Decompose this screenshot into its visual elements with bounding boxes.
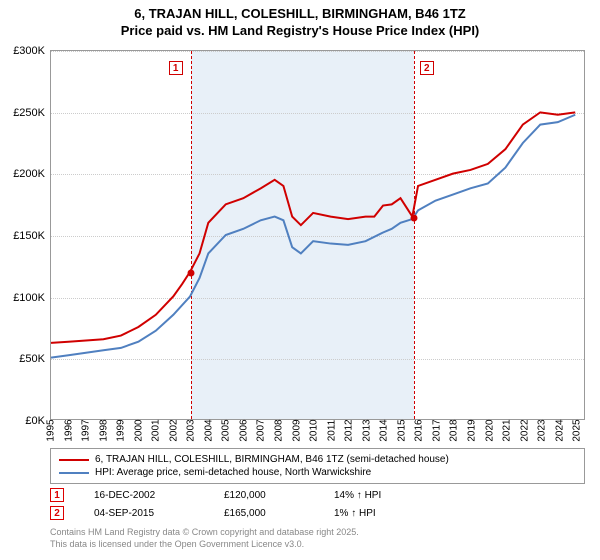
event-price: £165,000 <box>224 508 304 519</box>
event-price: £120,000 <box>224 490 304 501</box>
y-axis-label: £150K <box>13 230 45 242</box>
event-pct: 14% ↑ HPI <box>334 490 414 501</box>
x-axis-label: 1999 <box>116 419 127 441</box>
events-table: 1 16-DEC-2002 £120,000 14% ↑ HPI 2 04-SEP-201… <box>50 486 585 522</box>
legend-box: 6, TRAJAN HILL, COLESHILL, BIRMINGHAM, B… <box>50 448 585 484</box>
x-axis-label: 2007 <box>256 419 267 441</box>
event-row: 1 16-DEC-2002 £120,000 14% ↑ HPI <box>50 486 585 504</box>
attribution-text: Contains HM Land Registry data © Crown c… <box>50 527 585 550</box>
event-pct: 1% ↑ HPI <box>334 508 414 519</box>
chart-title: 6, TRAJAN HILL, COLESHILL, BIRMINGHAM, B… <box>0 0 600 40</box>
chart-plot-area: £0K£50K£100K£150K£200K£250K£300K19951996… <box>50 50 585 420</box>
x-axis-label: 2012 <box>344 419 355 441</box>
x-axis-label: 2006 <box>238 419 249 441</box>
attribution-line-1: Contains HM Land Registry data © Crown c… <box>50 527 585 539</box>
attribution-line-2: This data is licensed under the Open Gov… <box>50 539 585 551</box>
x-axis-label: 2018 <box>449 419 460 441</box>
x-axis-label: 2001 <box>151 419 162 441</box>
x-axis-label: 2004 <box>203 419 214 441</box>
x-axis-label: 2000 <box>133 419 144 441</box>
x-axis-label: 2008 <box>274 419 285 441</box>
x-axis-label: 2020 <box>484 419 495 441</box>
x-axis-label: 2009 <box>291 419 302 441</box>
x-axis-label: 1997 <box>81 419 92 441</box>
x-axis-label: 1996 <box>63 419 74 441</box>
legend-item: 6, TRAJAN HILL, COLESHILL, BIRMINGHAM, B… <box>59 453 576 466</box>
x-axis-label: 2005 <box>221 419 232 441</box>
y-axis-label: £300K <box>13 45 45 57</box>
event-row: 2 04-SEP-2015 £165,000 1% ↑ HPI <box>50 504 585 522</box>
event-dot <box>187 270 194 277</box>
title-line-2: Price paid vs. HM Land Registry's House … <box>0 23 600 40</box>
legend-label: HPI: Average price, semi-detached house,… <box>95 467 371 478</box>
x-axis-label: 2010 <box>309 419 320 441</box>
x-axis-label: 2013 <box>361 419 372 441</box>
event-date: 16-DEC-2002 <box>94 490 194 501</box>
x-axis-label: 1995 <box>46 419 57 441</box>
legend-swatch <box>59 472 89 474</box>
y-axis-label: £100K <box>13 292 45 304</box>
x-axis-label: 2019 <box>466 419 477 441</box>
event-dot <box>410 214 417 221</box>
x-axis-label: 2022 <box>519 419 530 441</box>
x-axis-label: 2023 <box>537 419 548 441</box>
x-axis-label: 2003 <box>186 419 197 441</box>
x-axis-label: 2011 <box>326 420 337 442</box>
series-lines <box>51 51 584 419</box>
title-line-1: 6, TRAJAN HILL, COLESHILL, BIRMINGHAM, B… <box>0 6 600 23</box>
y-axis-label: £250K <box>13 107 45 119</box>
x-axis-label: 2021 <box>502 419 513 441</box>
x-axis-label: 2002 <box>168 419 179 441</box>
legend-swatch <box>59 459 89 461</box>
x-axis-label: 2024 <box>554 419 565 441</box>
series-hpi <box>51 115 575 358</box>
y-axis-label: £0K <box>25 415 45 427</box>
event-row-badge: 1 <box>50 488 64 502</box>
legend-label: 6, TRAJAN HILL, COLESHILL, BIRMINGHAM, B… <box>95 454 449 465</box>
event-date: 04-SEP-2015 <box>94 508 194 519</box>
x-axis-label: 2014 <box>379 419 390 441</box>
x-axis-label: 2017 <box>431 419 442 441</box>
x-axis-label: 1998 <box>98 419 109 441</box>
series-price_paid <box>51 112 575 343</box>
x-axis-label: 2025 <box>572 419 583 441</box>
y-axis-label: £50K <box>19 353 45 365</box>
event-row-badge: 2 <box>50 506 64 520</box>
legend-item: HPI: Average price, semi-detached house,… <box>59 466 576 479</box>
x-axis-label: 2016 <box>414 419 425 441</box>
x-axis-label: 2015 <box>396 419 407 441</box>
y-axis-label: £200K <box>13 168 45 180</box>
